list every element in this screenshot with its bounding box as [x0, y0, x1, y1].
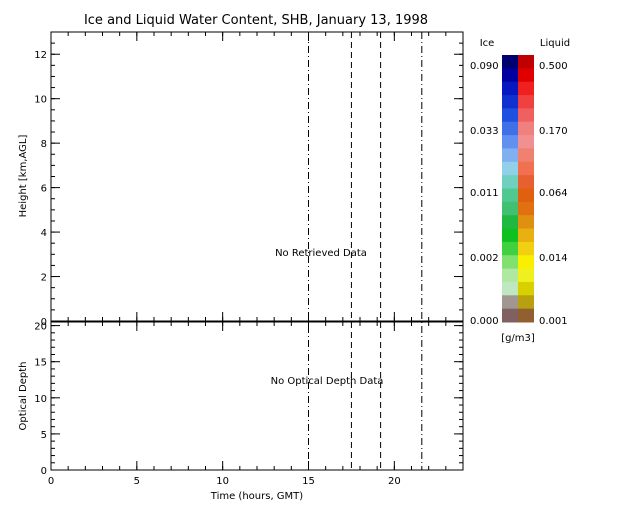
bottom-panel-message: No Optical Depth Data — [271, 376, 384, 387]
bottom-panel-ylabel: Optical Depth — [18, 362, 29, 431]
colorbar-liquid-cell — [518, 161, 534, 176]
colorbar-ice-cell — [502, 161, 518, 176]
colorbar-liquid-cell — [518, 241, 534, 256]
colorbar-ice-cell — [502, 188, 518, 203]
colorbar-ice-cell — [502, 108, 518, 123]
colorbar-units: [g/m3] — [501, 333, 535, 344]
colorbar-liquid-cell — [518, 108, 534, 123]
colorbar-ice-cell — [502, 228, 518, 243]
colorbar-liquid-tick-label: 0.170 — [539, 126, 568, 137]
colorbar-ice-tick-label: 0.090 — [470, 61, 499, 72]
bottom-x-tick-label: 0 — [48, 476, 54, 487]
colorbar-ice-cell — [502, 135, 518, 149]
colorbar-liquid-label: Liquid — [540, 38, 570, 49]
colorbar-ice-tick-label: 0.002 — [470, 253, 499, 264]
colorbar-liquid-cell — [518, 268, 534, 283]
colorbar-liquid-cell — [518, 228, 534, 243]
colorbar-liquid-tick-label: 0.001 — [539, 316, 568, 327]
top-panel-ylabel: Height [km,AGL] — [18, 135, 29, 218]
colorbar-ice-cell — [502, 281, 518, 296]
colorbar-liquid-cell — [518, 175, 534, 189]
colorbar-liquid-tick-label: 0.500 — [539, 61, 568, 72]
top-y-tick-label: 0 — [41, 317, 47, 328]
colorbar-liquid-cell — [518, 308, 534, 323]
top-y-tick-label: 2 — [41, 273, 47, 284]
colorbar-ice-tick-label: 0.011 — [470, 188, 499, 199]
colorbar-liquid-tick-label: 0.014 — [539, 253, 568, 264]
bottom-x-tick-label: 15 — [302, 476, 315, 487]
colorbar-ice-cell — [502, 175, 518, 189]
bottom-y-tick-label: 5 — [41, 430, 47, 441]
top-y-tick-label: 6 — [41, 184, 47, 195]
colorbar-ice-cell — [502, 241, 518, 256]
top-y-tick-label: 10 — [34, 95, 47, 106]
colorbar: Ice Liquid 0.090 0.033 0.011 0.002 0.000 0.50… — [470, 38, 570, 344]
colorbar-ice-cell — [502, 55, 518, 69]
colorbar-ice-cell — [502, 308, 518, 323]
bottom-x-tick-label: 20 — [388, 476, 401, 487]
bottom-y-tick-label: 15 — [34, 358, 47, 369]
colorbar-ice-cell — [502, 121, 518, 136]
bottom-panel-frame — [50, 321, 464, 471]
bottom-y-tick-label: 20 — [34, 322, 47, 333]
colorbar-liquid-cell — [518, 95, 534, 109]
colorbar-ice-tick-label: 0.000 — [470, 316, 499, 327]
colorbar-liquid-cell — [518, 55, 534, 69]
colorbar-liquid-cell — [518, 215, 534, 230]
bottom-x-tick-label: 10 — [216, 476, 229, 487]
chart-title: Ice and Liquid Water Content, SHB, Janua… — [84, 13, 428, 28]
colorbar-ice-cell — [502, 95, 518, 109]
colorbar-liquid-tick-label: 0.064 — [539, 188, 568, 199]
colorbar-liquid-cell — [518, 255, 534, 270]
colorbar-liquid-cell — [518, 135, 534, 149]
colorbar-liquid-cell — [518, 188, 534, 203]
colorbar-liquid-cell — [518, 68, 534, 83]
top-y-tick-label: 8 — [41, 139, 47, 150]
colorbar-ice-cell — [502, 81, 518, 96]
colorbar-ice-cell — [502, 68, 518, 83]
colorbar-ice-tick-label: 0.033 — [470, 126, 499, 137]
colorbar-ice-cell — [502, 255, 518, 270]
colorbar-ice-label: Ice — [480, 38, 495, 49]
colorbar-liquid-cell — [518, 281, 534, 296]
colorbar-liquid-cell — [518, 295, 534, 310]
colorbar-ice-cell — [502, 148, 518, 163]
colorbar-ice-cell — [502, 295, 518, 310]
colorbar-ice-cell — [502, 215, 518, 230]
colorbar-ice-cell — [502, 201, 518, 216]
x-axis-label: Time (hours, GMT) — [210, 491, 304, 502]
top-panel-message: No Retrieved Data — [275, 248, 367, 259]
colorbar-liquid-cell — [518, 148, 534, 163]
top-y-tick-label: 4 — [41, 228, 47, 239]
top-panel: 0 2 4 6 8 10 12 Height [km,AGL] No Retrieved D… — [18, 31, 464, 328]
colorbar-ice-cell — [502, 268, 518, 283]
colorbar-liquid-cell — [518, 121, 534, 136]
bottom-y-tick-label: 0 — [41, 466, 47, 477]
bottom-x-tick-label: 5 — [134, 476, 140, 487]
bottom-y-tick-label: 10 — [34, 394, 47, 405]
top-y-tick-label: 12 — [34, 50, 47, 61]
colorbar-liquid-cell — [518, 81, 534, 96]
bottom-panel: 0 5 10 15 20 0 5 10 15 20 Optical Depth No Optic… — [18, 321, 464, 487]
colorbar-liquid-cell — [518, 201, 534, 216]
top-panel-frame — [50, 31, 464, 322]
